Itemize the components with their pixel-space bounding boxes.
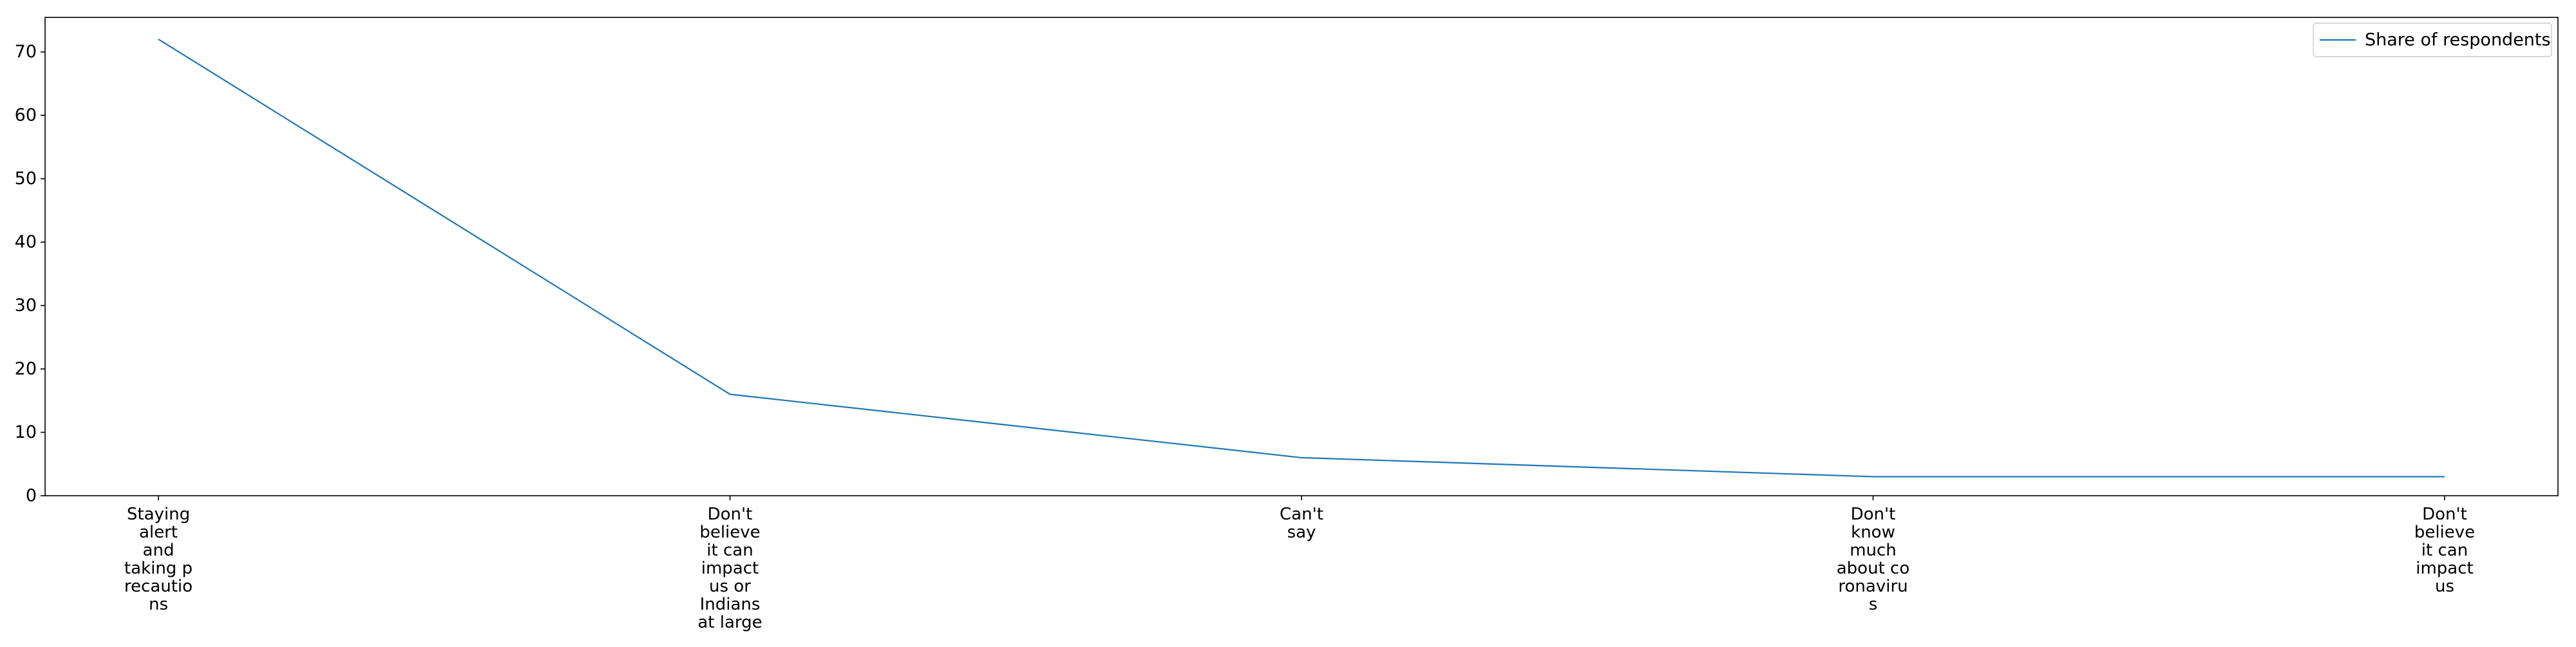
x-tick-label-line: taking p bbox=[124, 559, 193, 578]
series-layer bbox=[158, 39, 2445, 478]
x-tick-label-line: alert bbox=[139, 523, 178, 542]
x-tick-label-line: much bbox=[1850, 541, 1897, 560]
x-tick-label-line: impact bbox=[701, 559, 759, 578]
y-tick-label: 20 bbox=[15, 359, 37, 379]
x-tick-label-line: Don't bbox=[2422, 505, 2467, 524]
x-tick-label-line: believe bbox=[2414, 523, 2475, 542]
legend-box bbox=[2313, 23, 2552, 57]
legend-label: Share of respondents bbox=[2365, 30, 2551, 50]
x-tick-label-line: impact bbox=[2416, 559, 2473, 578]
x-tick-label-line: it can bbox=[706, 541, 753, 560]
x-tick-label-line: say bbox=[1287, 523, 1316, 542]
x-tick-label-line: recautio bbox=[124, 577, 193, 596]
x-tick-label-line: us or bbox=[709, 577, 751, 596]
x-tick-label-line: it can bbox=[2421, 541, 2468, 560]
y-tick-label: 70 bbox=[15, 42, 37, 62]
x-tick-label-line: Don't bbox=[708, 505, 753, 524]
y-tick-label: 10 bbox=[15, 422, 37, 442]
y-tick-label: 30 bbox=[15, 295, 37, 315]
x-tick-label-line: about co bbox=[1837, 559, 1909, 578]
y-tick-label: 0 bbox=[26, 486, 37, 506]
y-tick-label: 40 bbox=[15, 232, 37, 252]
x-tick-label-line: ronaviru bbox=[1838, 577, 1908, 596]
x-tick-label-line: Staying bbox=[127, 505, 190, 524]
x-tick-label-line: s bbox=[1869, 595, 1878, 614]
x-tick-label-line: Can't bbox=[1280, 505, 1323, 524]
y-tick-label: 60 bbox=[15, 106, 37, 126]
x-tick-label-line: Indians bbox=[700, 595, 761, 614]
x-tick-label-line: and bbox=[143, 541, 175, 560]
legend: Share of respondents bbox=[2313, 23, 2552, 57]
x-tick-label-line: at large bbox=[697, 613, 762, 632]
y-tick-label: 50 bbox=[15, 169, 37, 189]
x-tick-label-line: know bbox=[1851, 523, 1895, 542]
series-line bbox=[158, 39, 2445, 478]
x-tick-label-line: ns bbox=[149, 595, 168, 614]
x-tick-label-line: us bbox=[2435, 577, 2454, 596]
x-tick-label-line: Don't bbox=[1851, 505, 1896, 524]
x-tick-label-line: believe bbox=[699, 523, 760, 542]
